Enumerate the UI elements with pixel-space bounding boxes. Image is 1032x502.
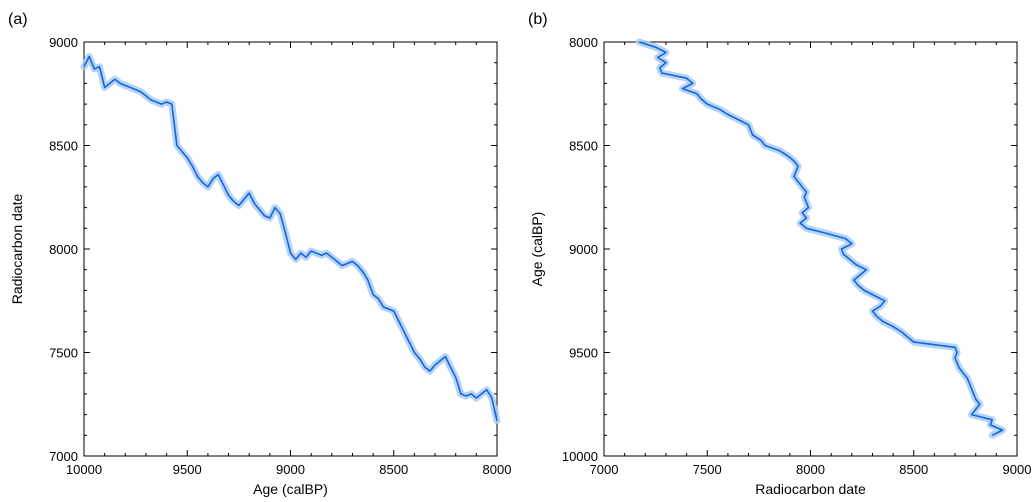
x-tick-label: 9500 [173,462,202,477]
x-tick-label: 8500 [899,462,928,477]
plot-frame [603,41,1018,457]
y-axis-title: Age (calBP) [529,212,545,287]
y-tick-label: 8500 [49,139,78,154]
series-line [83,55,498,421]
x-tick-label: 8500 [379,462,408,477]
y-tick-label: 9000 [49,35,78,50]
x-tick-label: 9000 [1003,462,1032,477]
x-tick-label: 9000 [276,462,305,477]
panel-label: (a) [8,11,28,28]
x-tick-label: 10000 [66,462,102,477]
y-tick-label: 9500 [569,346,598,361]
y-tick-label: 10000 [562,449,598,464]
y-tick-label: 9000 [569,242,598,257]
y-tick-label: 7500 [49,346,78,361]
series-line [638,41,1004,437]
x-tick-label: 7500 [693,462,722,477]
panel-a: (a) 10000 9500 9000 8500 8000 7000 7500 8000 8500… [8,11,511,497]
y-tick-label: 8000 [569,35,598,50]
x-tick-label: 7000 [590,462,619,477]
x-axis-title: Age (calBP) [253,481,328,497]
x-axis-title: Radiocarbon date [755,481,866,497]
x-tick-label: 8000 [796,462,825,477]
panel-label: (b) [528,11,548,28]
y-tick-label: 7000 [49,449,78,464]
uncertainty-band [635,38,1006,439]
y-tick-label: 8500 [569,139,598,154]
x-tick-label: 8000 [483,462,512,477]
y-tick-label: 8000 [49,242,78,257]
panel-b: (b) 7000 7500 8000 8500 9000 8000 8500 9000 9500 1… [528,11,1031,497]
y-axis-title: Radiocarbon date [9,194,25,305]
